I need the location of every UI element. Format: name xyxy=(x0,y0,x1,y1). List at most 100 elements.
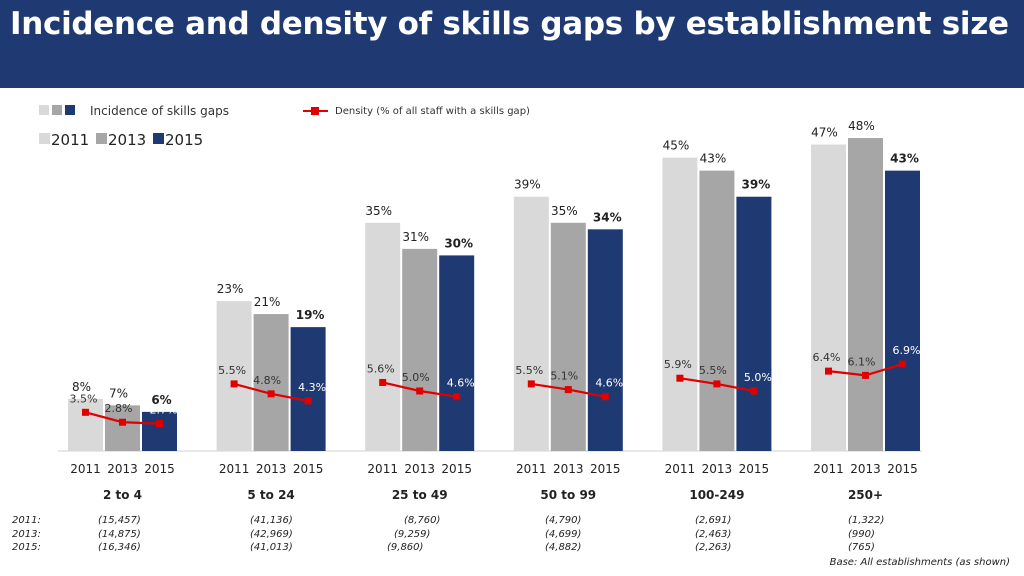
legend-swatch-2013 xyxy=(96,133,107,144)
x-tick-label-2015-2: 2015 xyxy=(441,462,472,476)
base-cell: (2,691) xyxy=(695,515,732,526)
density-marker-0-0 xyxy=(82,408,89,416)
legend-swatch-small-2013 xyxy=(52,105,62,115)
density-marker-4-0 xyxy=(676,374,684,382)
base-row-label: 2015: xyxy=(12,542,41,553)
base-cell: (9,860) xyxy=(387,542,424,553)
bar-label-2011-4: 45% xyxy=(663,139,690,153)
base-cell: (2,463) xyxy=(695,528,732,540)
base-row-label: 2013: xyxy=(12,528,41,540)
bar-2011-4 xyxy=(662,157,698,451)
x-tick-label-2011-4: 2011 xyxy=(665,462,696,476)
base-cell: (4,790) xyxy=(545,515,582,526)
bar-2013-4 xyxy=(699,170,735,451)
x-tick-label-2015-4: 2015 xyxy=(739,462,770,476)
bar-2011-0 xyxy=(68,398,103,451)
category-label-2: 25 to 49 xyxy=(392,488,448,502)
legend-density-marker xyxy=(311,107,319,115)
base-cell: (42,969) xyxy=(250,528,293,540)
density-label-1-2: 4.3% xyxy=(298,381,326,394)
density-marker-2-0 xyxy=(379,378,387,386)
density-marker-3-1 xyxy=(564,386,572,394)
title-bar: Incidence and density of skills gaps by … xyxy=(0,0,1024,88)
bar-label-2015-3: 34% xyxy=(593,210,622,224)
bar-label-2015-5: 43% xyxy=(890,152,919,166)
x-tick-label-2015-3: 2015 xyxy=(590,462,621,476)
density-marker-3-0 xyxy=(527,380,535,388)
density-marker-4-1 xyxy=(713,380,721,388)
base-note: Base: All establishments (as shown) xyxy=(829,557,1010,568)
bar-2013-1 xyxy=(253,314,289,451)
density-label-0-0: 3.5% xyxy=(70,392,98,405)
bar-2015-5 xyxy=(885,170,920,451)
bar-label-2013-5: 48% xyxy=(848,119,875,133)
density-marker-1-1 xyxy=(267,390,275,398)
density-marker-4-2 xyxy=(750,387,758,395)
x-tick-label-2015-5: 2015 xyxy=(887,462,918,476)
bar-label-2011-5: 47% xyxy=(811,126,838,140)
legend-swatch-small-2015 xyxy=(65,105,75,115)
bar-2015-2 xyxy=(439,255,475,451)
bar-2011-2 xyxy=(365,222,401,451)
base-cell: (2,263) xyxy=(695,542,732,553)
density-label-5-1: 6.1% xyxy=(848,355,876,368)
category-label-3: 50 to 99 xyxy=(540,488,596,502)
base-cell: (1,322) xyxy=(848,515,885,526)
bar-2015-3 xyxy=(587,229,623,451)
density-label-1-0: 5.5% xyxy=(218,364,246,377)
density-label-5-2: 6.9% xyxy=(893,344,921,357)
x-tick-label-2013-1: 2013 xyxy=(256,462,287,476)
legend-year-2015: 2015 xyxy=(165,131,203,149)
base-cell: (41,136) xyxy=(250,515,293,526)
density-label-0-1: 2.8% xyxy=(105,402,133,415)
density-label-2-0: 5.6% xyxy=(367,362,395,375)
base-cell: (41,013) xyxy=(250,542,293,553)
x-tick-label-2013-3: 2013 xyxy=(553,462,584,476)
category-label-5: 250+ xyxy=(848,488,883,502)
bar-2011-1 xyxy=(216,301,252,451)
bar-label-2011-0: 8% xyxy=(72,380,91,394)
base-cell: (14,875) xyxy=(98,528,141,540)
bar-label-2013-3: 35% xyxy=(551,204,578,218)
bar-2013-0 xyxy=(105,405,140,451)
bar-2011-3 xyxy=(513,196,549,451)
base-cell: (16,346) xyxy=(98,542,141,553)
legend-swatch-small-2011 xyxy=(39,105,49,115)
bar-label-2015-1: 19% xyxy=(296,308,325,322)
base-cell: (8,760) xyxy=(404,515,441,526)
density-marker-0-2 xyxy=(156,420,163,428)
density-marker-1-2 xyxy=(304,397,312,405)
bar-label-2011-2: 35% xyxy=(365,204,392,218)
bar-label-2013-4: 43% xyxy=(700,152,727,166)
x-tick-label-2011-3: 2011 xyxy=(516,462,547,476)
legend-swatch-2011 xyxy=(39,133,50,144)
base-cell: (15,457) xyxy=(98,515,141,526)
base-cell: (4,882) xyxy=(545,542,582,553)
bar-label-2013-1: 21% xyxy=(254,295,281,309)
x-tick-label-2013-2: 2013 xyxy=(404,462,435,476)
density-label-3-1: 5.1% xyxy=(550,370,578,383)
bar-label-2013-0: 7% xyxy=(109,386,128,400)
base-cell: (4,699) xyxy=(545,528,582,540)
density-label-4-0: 5.9% xyxy=(664,358,692,371)
bar-2015-0 xyxy=(142,411,177,451)
x-tick-label-2011-2: 2011 xyxy=(367,462,398,476)
x-tick-label-2013-4: 2013 xyxy=(702,462,733,476)
density-marker-1-0 xyxy=(230,380,238,388)
x-tick-label-2015-0: 2015 xyxy=(144,462,175,476)
density-marker-0-1 xyxy=(119,418,126,426)
x-tick-label-2011-0: 2011 xyxy=(70,462,101,476)
legend-swatch-2015 xyxy=(153,133,164,144)
bar-label-2015-4: 39% xyxy=(742,178,771,192)
density-label-3-2: 4.6% xyxy=(595,377,623,390)
x-tick-label-2015-1: 2015 xyxy=(293,462,324,476)
density-label-3-0: 5.5% xyxy=(515,364,543,377)
density-label-2-1: 5.0% xyxy=(402,371,430,384)
density-label-4-1: 5.5% xyxy=(699,364,727,377)
density-label-5-0: 6.4% xyxy=(813,351,841,364)
density-marker-5-0 xyxy=(825,367,832,375)
legend-year-2013: 2013 xyxy=(108,131,146,149)
bar-2013-5 xyxy=(848,138,883,452)
page-title: Incidence and density of skills gaps by … xyxy=(10,6,1009,42)
